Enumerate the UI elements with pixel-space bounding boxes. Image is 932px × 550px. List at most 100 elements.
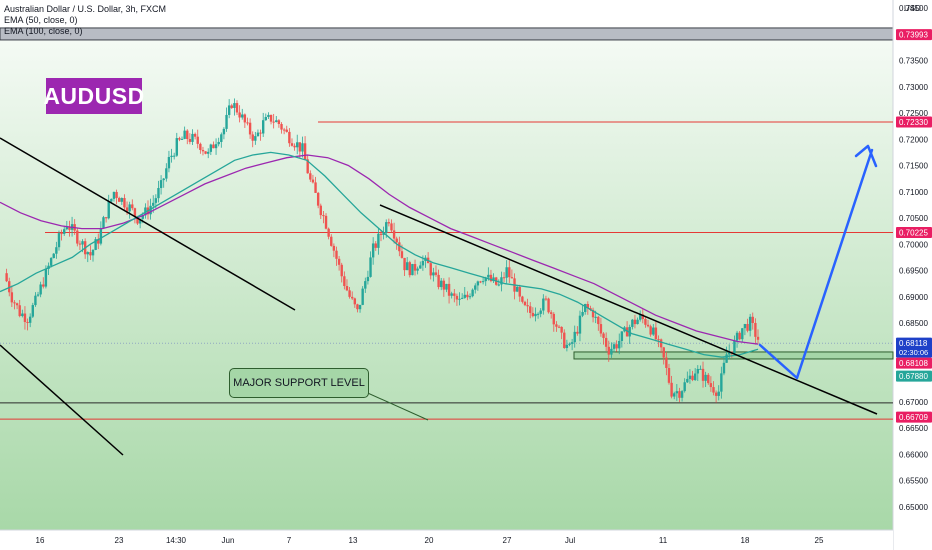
candle-body — [296, 142, 299, 148]
candle-body — [500, 277, 503, 285]
candle-body — [476, 281, 480, 286]
candle-body — [31, 305, 34, 317]
candle-body — [563, 332, 566, 348]
x-tick-label: 27 — [503, 536, 512, 545]
candle-body — [542, 298, 545, 311]
candle-body — [392, 230, 396, 239]
candle-body — [479, 281, 482, 283]
candle-body — [735, 332, 739, 341]
y-tick-label: 0.68500 — [899, 319, 928, 328]
candle-body — [337, 258, 341, 265]
candle-body — [267, 114, 270, 118]
legend-ema50[interactable]: EMA (50, close, 0) — [4, 15, 78, 25]
candle-body — [298, 142, 302, 152]
candle-body — [371, 243, 375, 258]
y-tick-label: 0.65000 — [899, 503, 928, 512]
candle-body — [570, 342, 574, 344]
candle-body — [458, 298, 461, 300]
candle-body — [615, 344, 618, 349]
candle-body — [63, 229, 66, 234]
x-tick-label: 20 — [425, 536, 434, 545]
candle-body — [351, 296, 354, 299]
candle-body — [39, 284, 42, 295]
candle-body — [641, 314, 645, 320]
candle-body — [374, 243, 377, 248]
candle-body — [227, 105, 231, 115]
candle-body — [568, 343, 571, 345]
candle-body — [531, 312, 535, 317]
candle-body — [107, 201, 110, 219]
candle-body — [487, 274, 490, 278]
candle-body — [361, 288, 364, 305]
candle-body — [199, 143, 202, 150]
candle-body — [377, 233, 380, 248]
x-tick-label: 16 — [36, 536, 45, 545]
candle-body — [335, 250, 338, 259]
candle-body — [586, 303, 590, 309]
candle-body — [667, 367, 671, 383]
candle-body — [620, 331, 624, 341]
candle-body — [680, 391, 684, 398]
candle-body — [411, 264, 414, 276]
candle-body — [214, 144, 218, 149]
candle-body — [306, 159, 309, 174]
legend-ema100[interactable]: EMA (100, close, 0) — [4, 26, 83, 36]
candle-body — [733, 340, 736, 354]
candle-body — [385, 222, 388, 233]
candle-body — [115, 191, 118, 198]
candle-body — [631, 319, 634, 327]
candle-body — [717, 391, 720, 396]
candle-body — [332, 245, 336, 251]
candle-body — [474, 285, 477, 290]
candle-body — [673, 393, 676, 397]
candle-body — [81, 241, 84, 245]
candle-body — [78, 243, 82, 245]
candle-body — [709, 383, 713, 388]
candle-body — [508, 267, 511, 278]
candle-body — [36, 294, 40, 296]
price-tag-countdown: 02:30:06 — [899, 348, 928, 357]
candle-body — [646, 324, 650, 327]
x-tick-label: 13 — [349, 536, 358, 545]
candle-body — [209, 144, 213, 152]
candle-body — [578, 315, 582, 334]
candle-body — [463, 294, 466, 298]
candle-body — [429, 263, 432, 276]
candle-body — [149, 205, 152, 215]
candle-body — [693, 373, 697, 381]
candle-body — [57, 233, 61, 248]
candle-body — [222, 128, 226, 135]
candle-body — [565, 344, 569, 348]
candle-body — [450, 293, 453, 296]
y-tick-label: 0.71500 — [899, 162, 928, 171]
candle-body — [288, 131, 291, 144]
candle-body — [112, 191, 116, 199]
candle-body — [722, 362, 726, 374]
candle-body — [468, 296, 472, 298]
candle-body — [387, 222, 391, 224]
candle-body — [264, 117, 268, 121]
candle-body — [102, 217, 105, 229]
candle-body — [510, 277, 514, 279]
candle-body — [233, 103, 236, 108]
candle-body — [395, 238, 398, 243]
candle-body — [52, 253, 55, 259]
candle-body — [607, 346, 610, 355]
legend-symbol[interactable]: Australian Dollar / U.S. Dollar, 3h, FXC… — [4, 4, 167, 14]
ema50-line — [0, 151, 759, 358]
y-tick-label: 0.66500 — [899, 424, 928, 433]
candle-body — [60, 233, 63, 235]
candle-body — [390, 223, 393, 231]
candle-body — [434, 272, 438, 275]
y-tick-label: 0.67000 — [899, 398, 928, 407]
y-tick-label: 0.65500 — [899, 477, 928, 486]
candle-body — [678, 391, 681, 398]
candle-body — [89, 252, 92, 256]
candle-body — [440, 280, 443, 288]
candle-body — [123, 198, 126, 208]
candle-body — [654, 327, 658, 340]
candle-body — [419, 265, 422, 269]
candle-body — [746, 323, 749, 331]
candle-body — [618, 340, 621, 349]
